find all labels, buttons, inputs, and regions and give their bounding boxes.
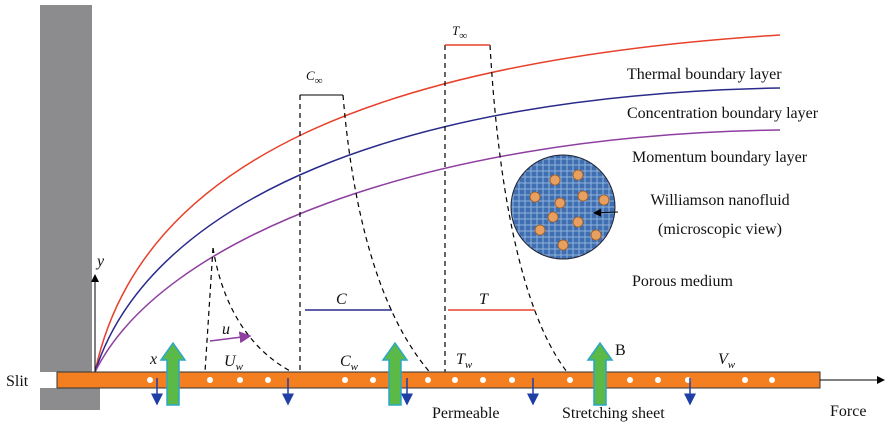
concentration-layer — [94, 87, 781, 373]
symbol: C — [336, 291, 347, 308]
wall — [40, 5, 92, 372]
nanoparticles — [529, 169, 610, 251]
pointer-arrow — [593, 208, 619, 217]
symbol: T∞ — [452, 23, 467, 42]
label: (microscopic view) — [658, 221, 782, 238]
symbol: Cw — [340, 353, 359, 373]
sheet-pores — [147, 377, 775, 383]
label: Thermal boundary layer — [627, 66, 782, 83]
symbol: Uw — [224, 353, 244, 373]
magnetic-arrows — [159, 341, 614, 406]
thermal-layer — [94, 34, 781, 373]
symbol: y — [95, 253, 105, 270]
u-arrow — [209, 331, 252, 344]
label: Force — [830, 403, 866, 420]
momentum-layer — [94, 129, 781, 373]
suction-arrows — [151, 378, 696, 406]
symbol: Tw — [456, 351, 473, 371]
profiles — [204, 44, 573, 379]
symbol: x — [149, 351, 157, 368]
label: Porous medium — [632, 273, 733, 290]
label: Williamson nanofluid — [650, 192, 789, 209]
label: Momentum boundary layer — [632, 149, 808, 166]
label: Concentration boundary layer — [627, 105, 819, 122]
symbol: u — [222, 321, 230, 338]
label: Permeable — [432, 405, 500, 422]
symbol: C∞ — [306, 68, 323, 87]
symbol: T — [479, 291, 489, 308]
wall-base — [40, 388, 100, 410]
symbol: Vw — [718, 351, 736, 371]
label: Slit — [6, 373, 29, 390]
label: Stretching sheet — [562, 405, 665, 422]
symbol: B — [615, 342, 626, 359]
